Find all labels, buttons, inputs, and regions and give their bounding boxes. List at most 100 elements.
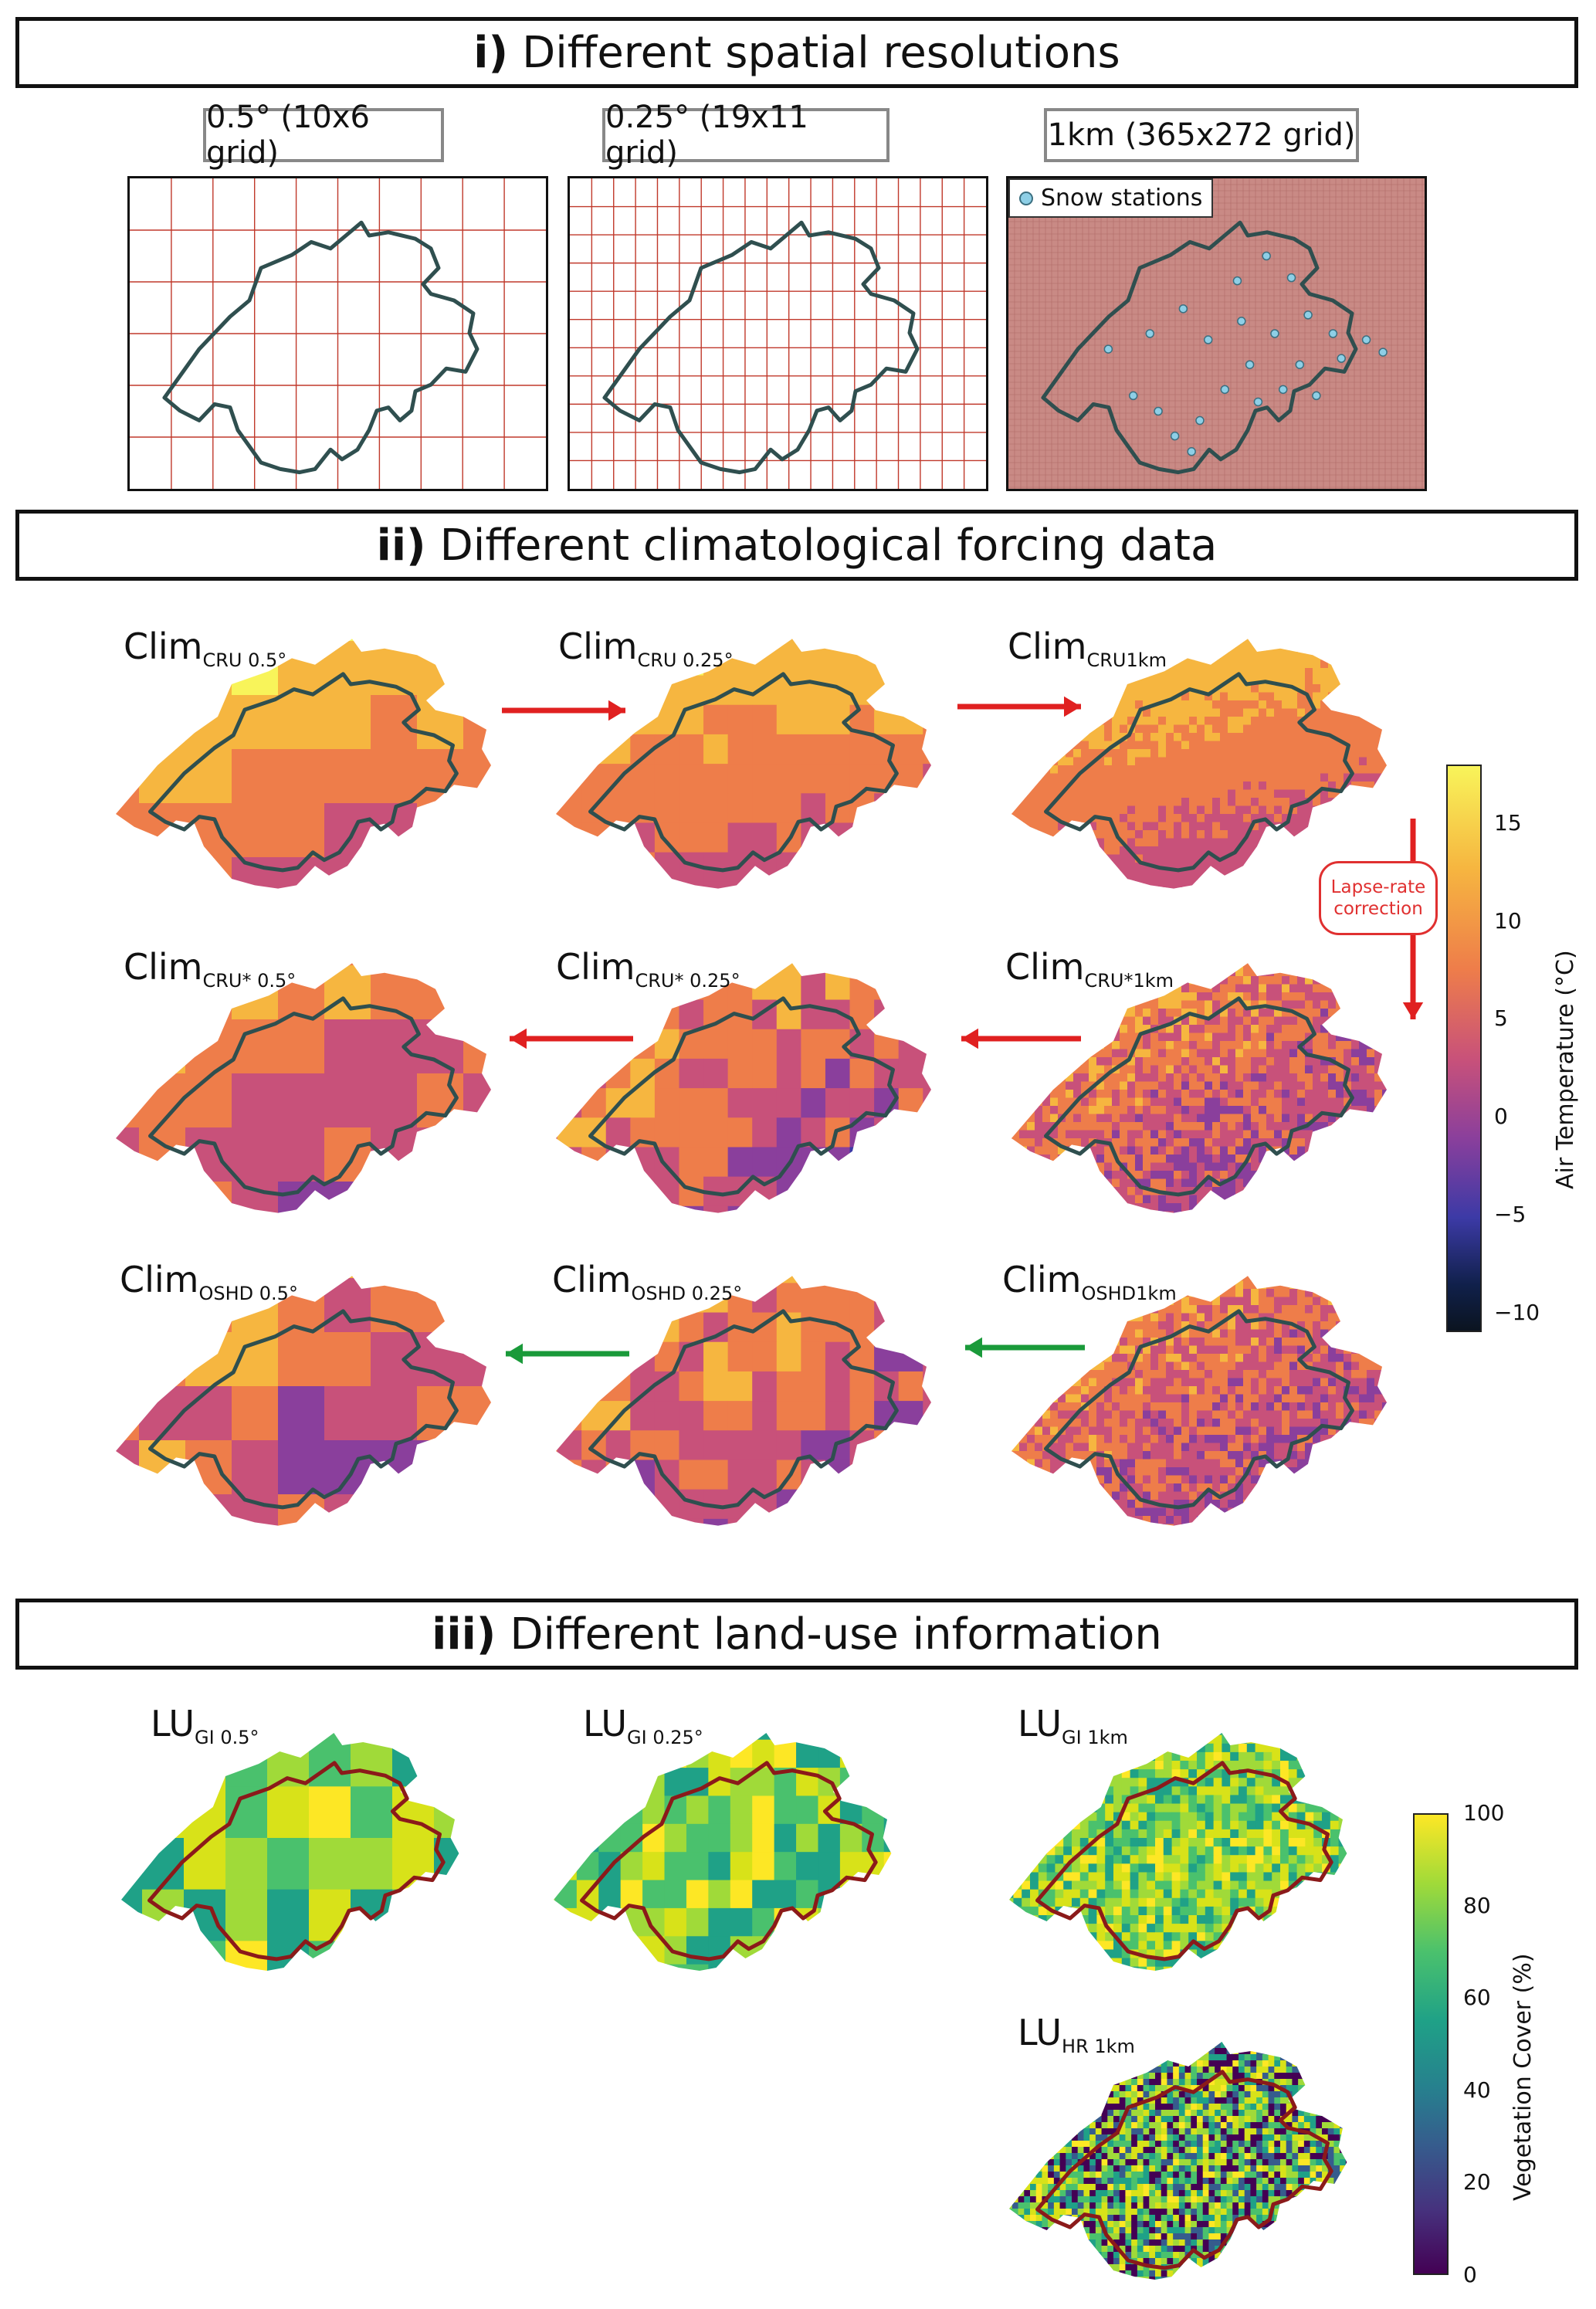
climate-cell <box>1212 1082 1221 1090</box>
climate-cell <box>185 1127 232 1182</box>
climate-cell <box>971 822 996 853</box>
climate-cell <box>533 793 557 823</box>
climate-cell <box>1019 725 1028 734</box>
climate-cell <box>630 1088 655 1118</box>
climate-cell <box>1112 1025 1120 1033</box>
climate-cell <box>139 1127 186 1182</box>
climate-cell <box>1004 709 1012 717</box>
climate-cell <box>1390 1114 1398 1123</box>
climate-cell <box>1112 1098 1120 1107</box>
climate-cell <box>1282 782 1290 790</box>
climate-cell <box>1073 1017 1082 1026</box>
climate-cell <box>1274 830 1283 839</box>
climate-cell <box>557 734 582 765</box>
climate-cell <box>996 904 1005 912</box>
climate-cell <box>1166 725 1174 734</box>
climate-cell <box>1096 887 1105 896</box>
climate-cell <box>801 1059 825 1089</box>
climate-cell <box>1328 846 1337 855</box>
climate-cell <box>1189 774 1198 782</box>
climate-cell <box>1251 1114 1259 1123</box>
climate-cell <box>1066 1138 1074 1147</box>
climate-cell <box>1042 790 1051 798</box>
climate-cell <box>801 1177 825 1207</box>
climate-cell <box>1235 660 1244 669</box>
climate-cell <box>1259 774 1267 782</box>
climate-cell <box>1374 992 1383 1001</box>
climate-cell <box>801 676 825 706</box>
climate-cell <box>1436 839 1445 847</box>
climate-cell <box>1197 603 1205 612</box>
climate-cell <box>1421 1147 1429 1155</box>
climate-cell <box>1181 725 1190 734</box>
climate-cell <box>1367 758 1375 766</box>
climate-cell <box>1150 758 1159 766</box>
climate-cell <box>1313 952 1321 961</box>
climate-cell <box>1274 1073 1283 1082</box>
climate-cell <box>1035 1122 1043 1131</box>
climate-cell <box>1305 887 1313 896</box>
climate-cell <box>1336 952 1344 961</box>
climate-cell <box>1205 676 1213 685</box>
climate-cell <box>1150 887 1159 896</box>
climate-cell <box>988 952 997 961</box>
climate-cell <box>1089 741 1097 750</box>
climate-cell <box>1042 992 1051 1001</box>
climate-cell <box>1066 855 1074 863</box>
climate-cell <box>1066 887 1074 896</box>
climate-cell <box>996 814 1005 822</box>
climate-cell <box>1011 741 1020 750</box>
climate-cell <box>1135 603 1144 612</box>
climate-cell <box>1305 927 1313 936</box>
climate-cell <box>1081 846 1089 855</box>
climate-cell <box>1428 1147 1437 1155</box>
climate-cell <box>1313 1122 1321 1131</box>
climate-cell <box>1027 1147 1035 1155</box>
climate-cell <box>1035 612 1043 620</box>
climate-cell <box>510 857 557 912</box>
climate-cell <box>1289 1033 1298 1042</box>
climate-cell <box>899 676 923 706</box>
climate-cell <box>1251 911 1259 920</box>
climate-cell <box>1019 741 1028 750</box>
climate-cell <box>1382 1057 1391 1066</box>
climate-cell <box>1197 960 1205 968</box>
climate-cell <box>1081 830 1089 839</box>
climate-cell <box>1374 806 1383 815</box>
climate-cell <box>1096 1114 1105 1123</box>
climate-cell <box>1011 595 1020 604</box>
climate-cell <box>1390 774 1398 782</box>
climate-cell <box>1251 863 1259 871</box>
climate-cell <box>1189 628 1198 636</box>
climate-cell <box>1189 758 1198 766</box>
climate-cell <box>1243 976 1252 985</box>
climate-cell <box>1166 1041 1174 1049</box>
climate-cell <box>1320 1131 1329 1139</box>
climate-cell <box>1019 1073 1028 1082</box>
climate-cell <box>1313 652 1321 660</box>
climate-cell <box>1050 725 1059 734</box>
climate-cell <box>1413 636 1421 644</box>
climate-cell <box>1189 1033 1198 1042</box>
climate-cell <box>1027 1057 1035 1066</box>
climate-cell <box>777 646 801 676</box>
climate-cell <box>1428 1082 1437 1090</box>
climate-cell <box>1367 765 1375 774</box>
climate-cell <box>1143 1066 1151 1074</box>
climate-cell <box>1390 684 1398 693</box>
climate-cell <box>1359 700 1367 709</box>
climate-cell <box>1344 676 1352 685</box>
climate-cell <box>1374 936 1383 944</box>
climate-cell <box>1405 1122 1414 1131</box>
climate-cell <box>825 734 850 765</box>
climate-cell <box>1205 985 1213 993</box>
climate-cell <box>1313 1017 1321 1026</box>
climate-cell <box>1120 1073 1128 1082</box>
climate-cell <box>1135 1106 1144 1114</box>
climate-cell <box>1428 1033 1437 1042</box>
climate-cell <box>1367 798 1375 806</box>
climate-cell <box>1127 1033 1136 1042</box>
climate-cell <box>1421 1066 1429 1074</box>
climate-cell <box>1027 595 1035 604</box>
climate-cell <box>1390 587 1398 595</box>
